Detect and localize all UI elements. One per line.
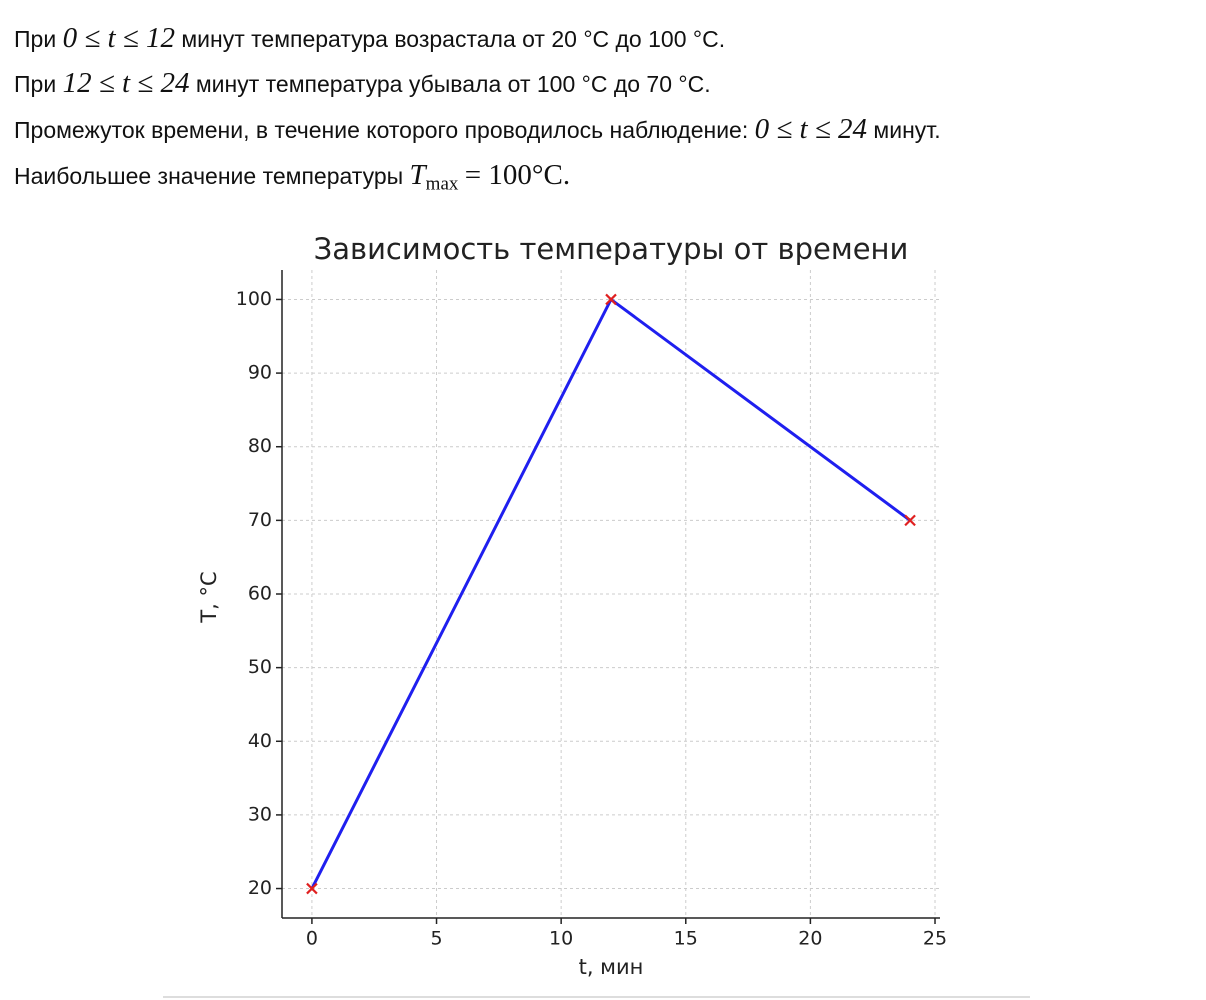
- x-tick-label: 25: [923, 928, 947, 950]
- y-axis-label: T, °C: [197, 571, 221, 623]
- y-tick-label: 80: [248, 435, 272, 457]
- text-line: При 0 ≤ t ≤ 12 минут температура возраст…: [14, 22, 725, 55]
- y-tick-label: 90: [248, 362, 272, 384]
- text: минут температура убывала от 100 °C до 7…: [195, 71, 711, 97]
- data-marker: [904, 514, 916, 527]
- math: 12 ≤ t ≤ 24: [62, 67, 190, 99]
- y-tick-label: 50: [248, 656, 272, 678]
- math: 0 ≤ t ≤ 12: [62, 22, 175, 54]
- text-line: Наибольшее значение температуры Tmax = 1…: [14, 159, 570, 196]
- text: При: [14, 71, 57, 97]
- text-line: При 12 ≤ t ≤ 24 минут температура убывал…: [14, 67, 711, 100]
- y-tick-label: 100: [236, 288, 272, 310]
- x-axis-label: t, мин: [579, 955, 644, 979]
- text: минут температура возрастала от 20 °C до…: [181, 26, 726, 52]
- y-tick-label: 30: [248, 803, 272, 825]
- math: 0 ≤ t ≤ 24: [754, 113, 868, 145]
- text-line: Промежуток времени, в течение которого п…: [14, 113, 941, 146]
- text: минут.: [873, 117, 941, 143]
- text: Промежуток времени, в течение которого п…: [14, 117, 749, 143]
- y-tick-label: 20: [248, 877, 272, 899]
- text: Наибольшее значение температуры: [14, 163, 404, 189]
- data-line: [310, 297, 911, 890]
- y-tick-label: 40: [248, 730, 272, 752]
- x-tick-label: 10: [549, 928, 573, 950]
- math-subscript: max: [425, 173, 459, 195]
- x-tick-label: 15: [674, 928, 698, 950]
- chart-title: Зависимость температуры от времени: [314, 232, 909, 266]
- data-marker: [306, 882, 318, 895]
- x-tick-label: 0: [306, 928, 318, 950]
- x-tick-label: 20: [798, 928, 822, 950]
- text: При: [14, 26, 57, 52]
- data-marker: [605, 293, 617, 306]
- y-tick-label: 60: [248, 583, 272, 605]
- x-tick-label: 5: [430, 928, 442, 950]
- math: T: [409, 159, 426, 191]
- math: = 100°C.: [464, 159, 571, 191]
- y-tick-label: 70: [248, 509, 272, 531]
